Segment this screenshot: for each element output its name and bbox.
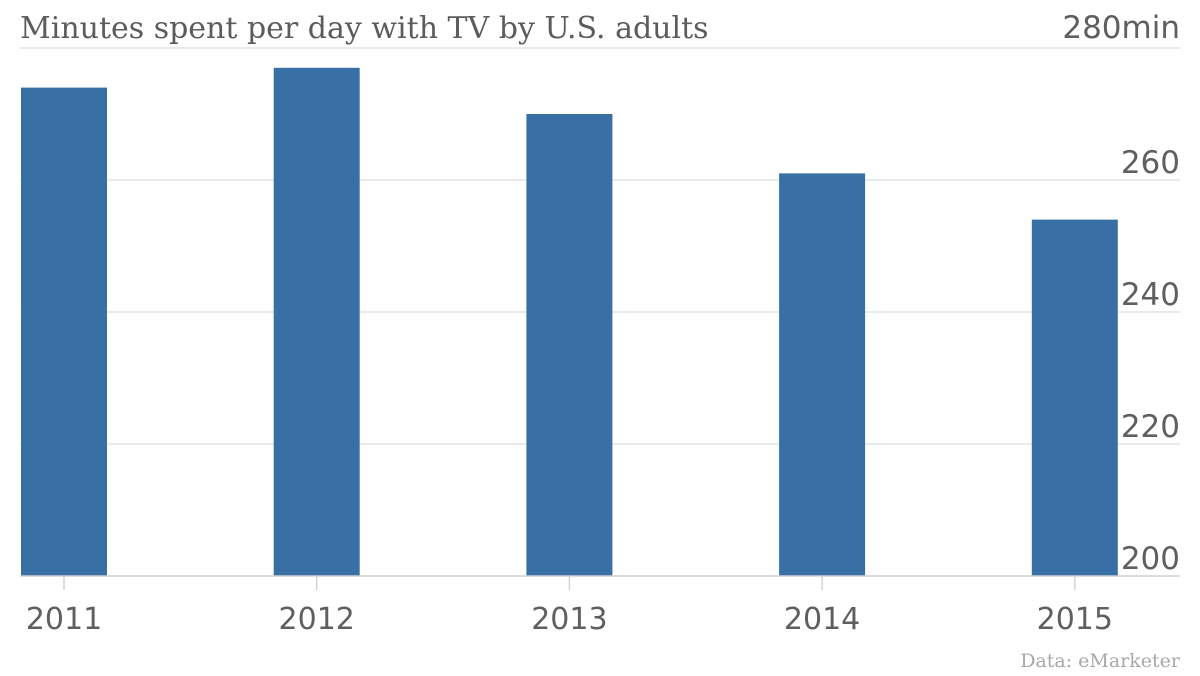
bar-2014 xyxy=(779,173,866,576)
x-tick-label-2013: 2013 xyxy=(531,602,607,637)
bar-2013 xyxy=(526,114,613,576)
bar-2015 xyxy=(1031,219,1118,576)
x-tick-label-2015: 2015 xyxy=(1037,602,1113,637)
x-tick-label-2011: 2011 xyxy=(26,602,102,637)
y-axis-labels: 200 220 240 260 280min xyxy=(1062,10,1180,577)
y-tick-label-240: 240 xyxy=(1121,277,1180,313)
y-tick-label-220: 220 xyxy=(1121,409,1180,445)
y-tick-label-200: 200 xyxy=(1121,541,1180,577)
bar-series xyxy=(21,67,1118,577)
chart-source: Data: eMarketer xyxy=(1020,650,1181,672)
y-tick-label-260: 260 xyxy=(1121,145,1180,181)
y-tick-label-280: 280min xyxy=(1062,10,1180,46)
x-tick-label-2012: 2012 xyxy=(279,602,355,637)
bar-2011 xyxy=(21,87,107,576)
x-tick-label-2014: 2014 xyxy=(784,602,860,637)
bar-2012 xyxy=(273,67,360,577)
x-axis-labels: 2011 2012 2013 2014 2015 xyxy=(26,602,1113,637)
x-axis xyxy=(20,575,1180,590)
chart-title: Minutes spent per day with TV by U.S. ad… xyxy=(20,11,709,46)
